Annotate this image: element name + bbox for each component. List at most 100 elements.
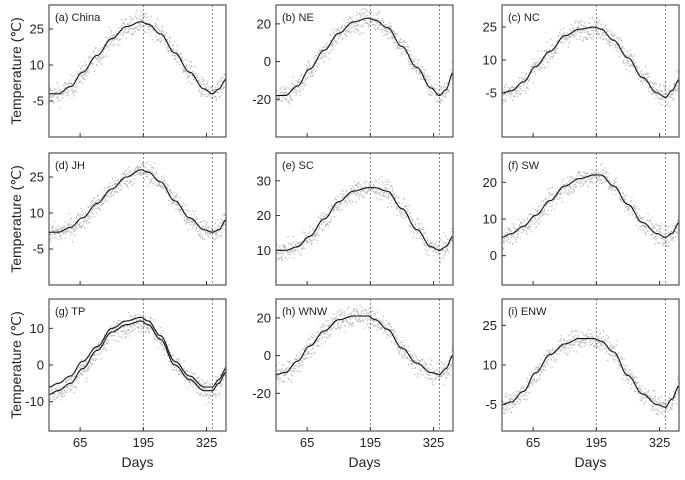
scatter-point [539, 214, 541, 216]
scatter-point [68, 213, 70, 215]
scatter-point [306, 83, 308, 85]
scatter-point [90, 359, 92, 361]
scatter-point [557, 42, 560, 44]
scatter-point [314, 59, 316, 61]
scatter-point [389, 38, 391, 40]
scatter-point [129, 27, 131, 29]
scatter-point [73, 391, 76, 393]
scatter-point [116, 191, 118, 193]
scatter-point [188, 210, 190, 213]
scatter-point [622, 45, 624, 48]
scatter-point [550, 194, 552, 196]
scatter-point [53, 100, 55, 103]
scatter-point [641, 225, 643, 227]
scatter-point [171, 355, 173, 357]
scatter-point [586, 179, 588, 181]
scatter-point [136, 322, 138, 324]
scatter-point [550, 44, 553, 46]
scatter-point [518, 90, 520, 92]
scatter-point [591, 16, 594, 18]
scatter-point [100, 358, 102, 360]
scatter-point [588, 37, 591, 39]
scatter-point [589, 17, 591, 19]
scatter-point [393, 30, 395, 33]
scatter-point [389, 191, 392, 193]
scatter-point [333, 48, 335, 50]
scatter-point [184, 371, 187, 373]
scatter-point [337, 318, 339, 320]
scatter-point [190, 214, 192, 216]
scatter-point [502, 94, 504, 96]
scatter-point [110, 333, 112, 335]
scatter-point [422, 234, 424, 236]
scatter-point [527, 228, 529, 230]
scatter-point [425, 237, 427, 240]
scatter-point [151, 330, 153, 332]
scatter-point [450, 231, 452, 233]
scatter-point [576, 20, 578, 22]
scatter-point [97, 343, 100, 345]
y-axis-label: Temperature (℃) [8, 165, 24, 273]
scatter-point [523, 82, 525, 84]
scatter-point [121, 29, 123, 31]
scatter-point [314, 229, 316, 231]
scatter-point [449, 242, 451, 245]
scatter-point [91, 211, 93, 213]
scatter-point [97, 343, 99, 346]
scatter-point [392, 198, 394, 200]
scatter-point [220, 374, 222, 376]
scatter-point [547, 209, 549, 211]
scatter-point [71, 87, 73, 89]
scatter-point [208, 94, 210, 96]
scatter-point [674, 82, 676, 85]
scatter-point [308, 352, 310, 355]
scatter-point [301, 361, 303, 363]
scatter-point [117, 187, 119, 190]
scatter-point [91, 363, 93, 366]
scatter-point [319, 217, 321, 219]
scatter-point [303, 82, 305, 84]
scatter-point [324, 46, 326, 48]
scatter-point [519, 224, 521, 226]
scatter-point [565, 184, 568, 186]
scatter-point [105, 37, 107, 39]
scatter-point [299, 371, 301, 373]
scatter-point [177, 357, 179, 359]
scatter-point [599, 36, 601, 38]
scatter-point [156, 335, 158, 337]
scatter-point [442, 95, 444, 97]
scatter-point [217, 82, 219, 84]
scatter-point [358, 196, 360, 198]
scatter-point [89, 355, 91, 357]
scatter-point [608, 173, 610, 175]
scatter-point [202, 225, 204, 228]
scatter-point [147, 327, 149, 329]
scatter-point [360, 192, 362, 194]
scatter-cloud [49, 160, 227, 243]
scatter-point [199, 233, 201, 235]
scatter-point [172, 201, 174, 203]
scatter-point [632, 207, 634, 209]
scatter-point [425, 244, 427, 246]
scatter-point [553, 55, 555, 57]
scatter-point [623, 196, 625, 198]
scatter-point [362, 13, 364, 15]
scatter-point [584, 172, 586, 174]
scatter-point [186, 379, 188, 381]
scatter-point [223, 73, 226, 75]
scatter-point [502, 242, 504, 244]
scatter-point [137, 26, 139, 28]
scatter-point [107, 191, 109, 193]
scatter-point [318, 225, 320, 227]
scatter-point [503, 99, 505, 101]
scatter-point [640, 217, 642, 219]
scatter-point [644, 80, 646, 82]
scatter-point [362, 189, 365, 191]
scatter-point [66, 228, 69, 231]
scatter-point [597, 185, 599, 187]
scatter-point [57, 394, 59, 396]
scatter-point [133, 329, 135, 331]
scatter-point [115, 190, 117, 192]
scatter-point [103, 198, 105, 200]
